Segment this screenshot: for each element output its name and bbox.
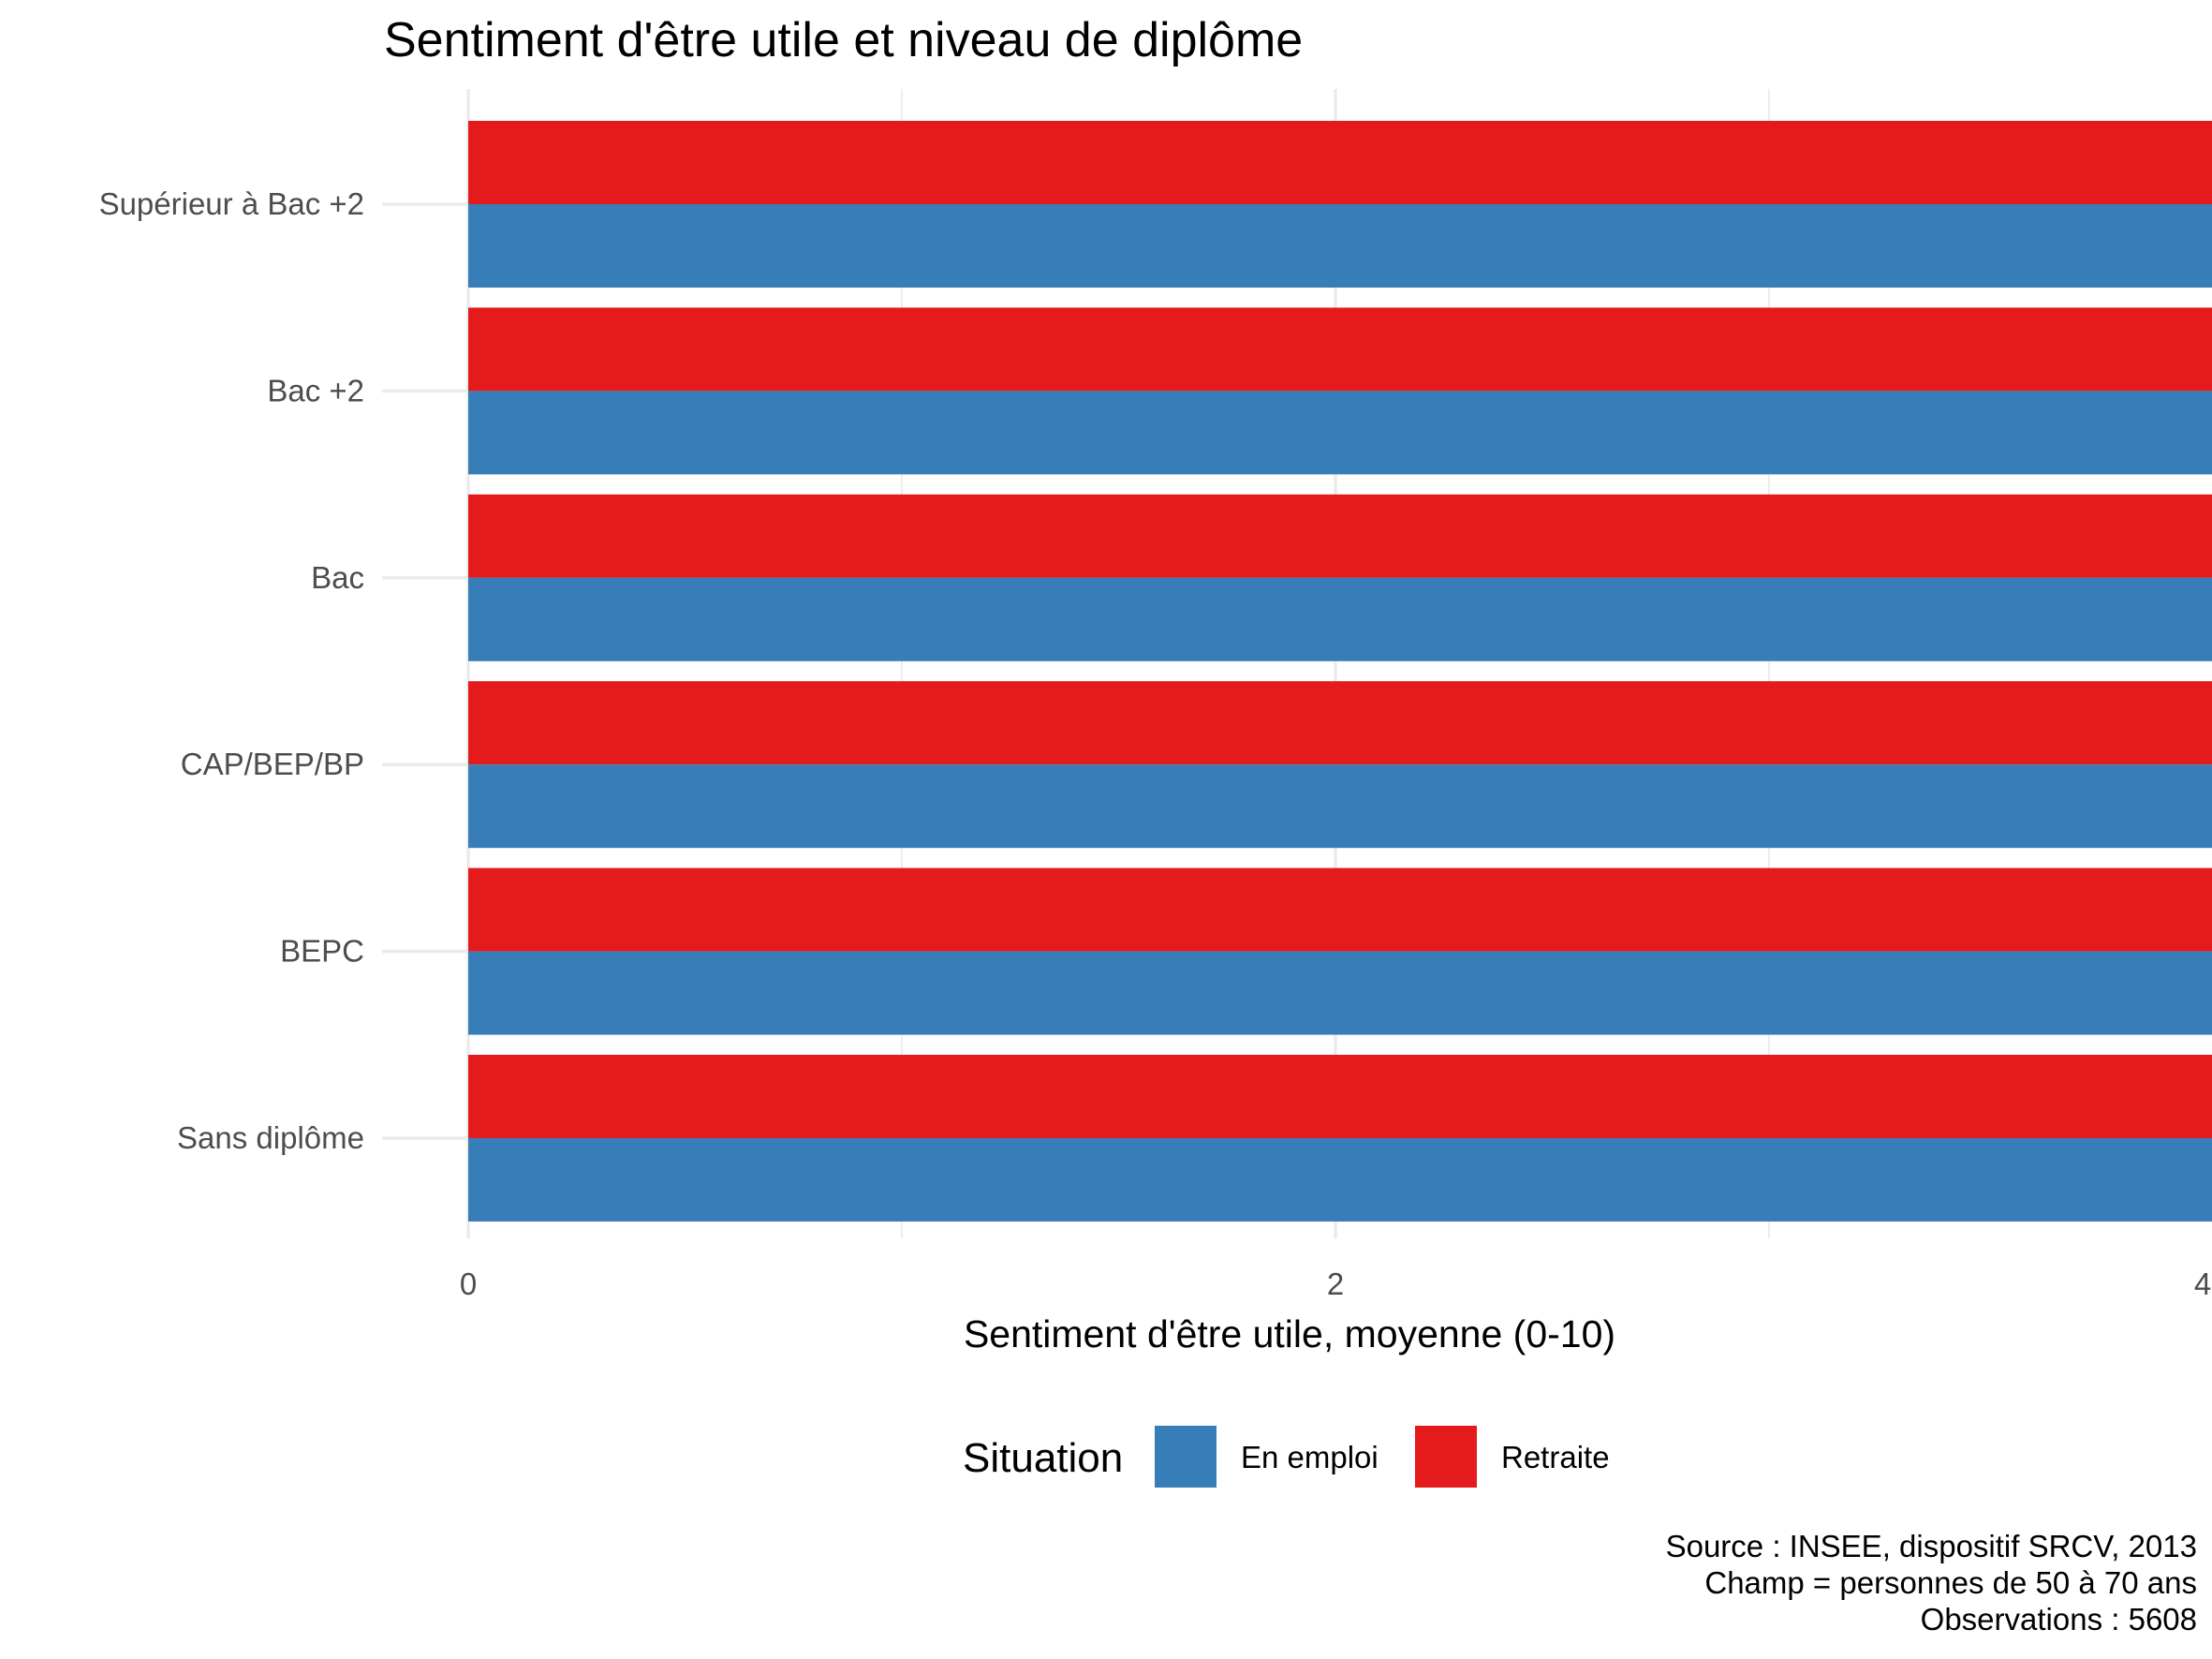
- x-axis-label: Sentiment d'être utile, moyenne (0-10): [964, 1312, 1615, 1355]
- x-axis-ticks: 0246: [460, 1266, 2211, 1301]
- y-tick-label: Bac: [311, 560, 364, 595]
- caption-line: Champ = personnes de 50 à 70 ans: [1704, 1565, 2197, 1600]
- bar-retraite: [468, 121, 2212, 204]
- bars: [468, 121, 2212, 1222]
- y-axis-ticks: Supérieur à Bac +2 Bac +2 Bac CAP/BEP/BP BEP…: [99, 186, 364, 1155]
- legend: Situation En emploi Retraite: [963, 1426, 1610, 1488]
- y-tick-label: Sans diplôme: [177, 1120, 364, 1155]
- bar-en-emploi: [468, 951, 2212, 1035]
- legend-label: En emploi: [1241, 1440, 1379, 1474]
- y-tick-label: Supérieur à Bac +2: [99, 186, 364, 221]
- bar-en-emploi: [468, 764, 2212, 849]
- x-tick-label: 2: [1327, 1266, 1344, 1301]
- bar-retraite: [468, 681, 2212, 765]
- bar-en-emploi: [468, 577, 2212, 661]
- chart-title: Sentiment d'être utile et niveau de dipl…: [384, 13, 1303, 67]
- caption: Source : INSEE, dispositif SRCV, 2013Cha…: [1666, 1529, 2197, 1637]
- y-tick-label: Bac +2: [267, 373, 364, 407]
- bar-retraite: [468, 494, 2212, 578]
- y-tick-label: CAP/BEP/BP: [181, 747, 364, 781]
- bar-retraite: [468, 867, 2212, 952]
- x-tick-label: 4: [2194, 1266, 2211, 1301]
- legend-title: Situation: [963, 1435, 1123, 1481]
- legend-items: En emploi Retraite: [1155, 1426, 1610, 1488]
- caption-line: Source : INSEE, dispositif SRCV, 2013: [1666, 1529, 2197, 1563]
- bar-en-emploi: [468, 1138, 2212, 1222]
- legend-label: Retraite: [1501, 1440, 1610, 1474]
- caption-line: Observations : 5608: [1921, 1602, 2197, 1637]
- bar-retraite: [468, 1055, 2212, 1138]
- legend-key: [1155, 1426, 1217, 1488]
- bar-retraite: [468, 307, 2212, 392]
- bar-en-emploi: [468, 391, 2212, 475]
- x-tick-label: 0: [460, 1266, 477, 1301]
- y-tick-label: BEPC: [280, 934, 364, 969]
- bar-en-emploi: [468, 204, 2212, 288]
- legend-key: [1415, 1426, 1477, 1488]
